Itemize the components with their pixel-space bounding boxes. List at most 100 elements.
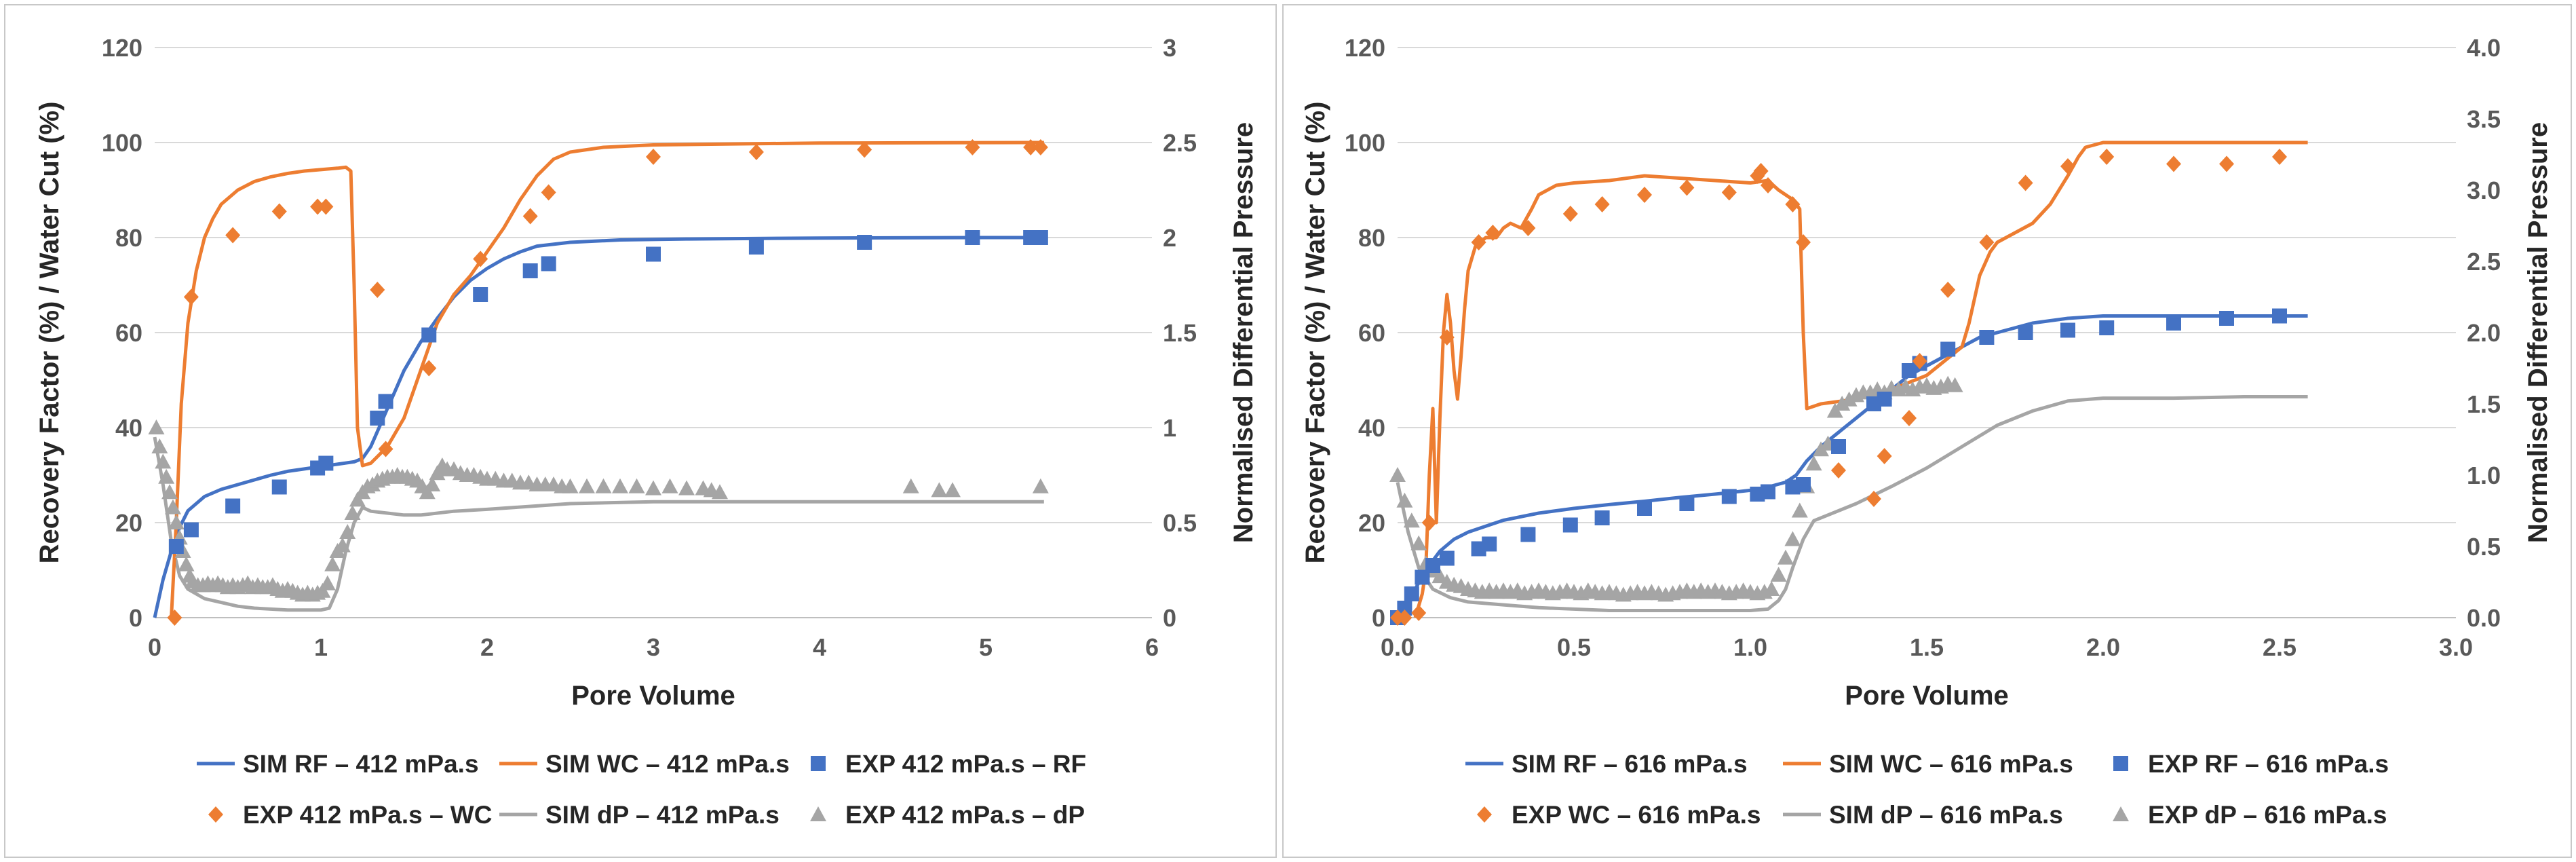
data-point: [1831, 439, 1846, 454]
series-line: [1396, 314, 2308, 619]
legend-item: EXP 412 mPa.s – RF: [811, 750, 1086, 778]
data-point: [2219, 155, 2234, 172]
y-tick-label: 60: [1358, 319, 1385, 347]
x-tick-label: 2.0: [2086, 633, 2120, 661]
data-point: [1411, 605, 1427, 621]
series-line: [153, 236, 1044, 618]
series-exp-412-mpa-s-dp: [148, 419, 1049, 602]
data-point: [944, 482, 961, 498]
data-point: [1520, 527, 1536, 542]
data-point: [857, 235, 872, 250]
data-point: [2219, 311, 2234, 326]
data-point: [2060, 158, 2075, 174]
data-point: [579, 478, 595, 493]
legend-412: SIM RF – 412 mPa.s SIM WC – 412 mPa.s EXP …: [197, 750, 1086, 829]
data-point: [271, 479, 287, 495]
legend-label: SIM dP – 616 mPa.s: [1829, 801, 2063, 829]
data-point: [378, 394, 393, 409]
data-point: [1979, 330, 1995, 345]
data-point: [1877, 448, 1892, 464]
data-point: [1753, 163, 1769, 179]
data-point: [1796, 234, 1811, 250]
legend-label: EXP 412 mPa.s – dP: [845, 801, 1085, 829]
legend-swatch: [2113, 756, 2128, 771]
data-point: [965, 230, 980, 245]
data-point: [2166, 316, 2181, 331]
data-point: [1637, 501, 1652, 516]
data-point: [2099, 149, 2115, 165]
data-point: [1421, 514, 1437, 531]
x-tick-label: 0.0: [1381, 633, 1415, 661]
data-point: [931, 482, 948, 498]
y2-tick-label: 1.5: [1163, 319, 1197, 347]
y2-tick-label: 2.5: [1163, 129, 1197, 157]
data-point: [1785, 196, 1801, 212]
data-point: [429, 465, 446, 481]
chart-panel-412: 0 20 40 60 80 100 120 0 0.5 1 1.5 2 2.5 3 0 1 2 3 4 5 6 Pore …: [4, 4, 1277, 858]
data-point: [424, 476, 441, 491]
x-tick-label: 3.0: [2439, 633, 2473, 661]
series-line: [1396, 395, 2308, 612]
data-point: [1834, 396, 1851, 411]
legend-swatch: [811, 756, 826, 771]
data-point: [1763, 581, 1780, 596]
legend-item: SIM RF – 412 mPa.s: [197, 750, 479, 778]
data-point: [1403, 512, 1420, 528]
legend-label: EXP 412 mPa.s – RF: [845, 750, 1086, 778]
data-point: [1397, 601, 1412, 616]
data-point: [151, 438, 168, 453]
y2-tick-label: 2.0: [2467, 319, 2501, 347]
data-point: [1397, 610, 1412, 626]
y2-axis-title: Normalised Differential Pressure: [1229, 122, 1258, 543]
y2-tick-label: 2: [1163, 224, 1176, 252]
data-point: [1841, 391, 1858, 407]
data-point: [183, 288, 199, 305]
data-point: [167, 610, 182, 626]
series-line: [1413, 140, 2308, 618]
data-point: [1404, 586, 1419, 601]
gridlines-616: [1398, 47, 2456, 618]
data-point: [1902, 410, 1917, 426]
data-point: [646, 149, 661, 165]
legend-616: SIM RF – 616 mPa.s SIM WC – 616 mPa.s EXP …: [1465, 750, 2389, 829]
data-point: [310, 198, 326, 215]
data-point: [1721, 489, 1737, 504]
data-point: [378, 441, 393, 457]
data-point: [1410, 535, 1427, 550]
series-exp-dp-616-mpa-s: [1389, 375, 1963, 602]
data-point: [334, 537, 351, 552]
data-point: [645, 480, 661, 495]
legend-item: EXP 412 mPa.s – dP: [810, 801, 1085, 829]
y2-tick-label: 3.0: [2467, 176, 2501, 204]
data-point: [161, 484, 178, 500]
data-point: [370, 411, 385, 426]
data-point: [1396, 492, 1413, 508]
legend-item: SIM WC – 616 mPa.s: [1783, 750, 2073, 778]
y-axis-title: Recovery Factor (%) / Water Cut (%): [35, 102, 64, 564]
series-exp-412-mpa-s-wc: [167, 139, 1048, 626]
series-sim-rf-412-mpa-s: [153, 236, 1044, 618]
x-tick-label: 4: [813, 633, 826, 661]
data-point: [421, 360, 437, 377]
data-point: [1946, 377, 1963, 392]
data-point: [1033, 230, 1048, 245]
data-point: [748, 240, 764, 255]
y-tick-label: 0: [1372, 604, 1385, 632]
data-point: [712, 484, 728, 500]
data-point: [1415, 569, 1430, 585]
legend-item: EXP RF – 616 mPa.s: [2113, 750, 2389, 778]
y-tick-label: 120: [1345, 34, 1385, 62]
y2-tick-label: 3.5: [2467, 105, 2501, 133]
data-point: [1471, 234, 1486, 250]
y2-tick-label: 1.5: [2467, 390, 2501, 418]
y-tick-label: 100: [102, 129, 142, 157]
data-point: [1033, 139, 1048, 155]
data-point: [1032, 478, 1049, 493]
data-point: [965, 139, 980, 155]
data-point: [628, 478, 645, 493]
y-tick-label: 0: [129, 604, 142, 632]
data-point: [324, 556, 341, 571]
data-point: [155, 453, 172, 469]
data-point: [225, 498, 241, 514]
data-point: [1979, 234, 1995, 250]
